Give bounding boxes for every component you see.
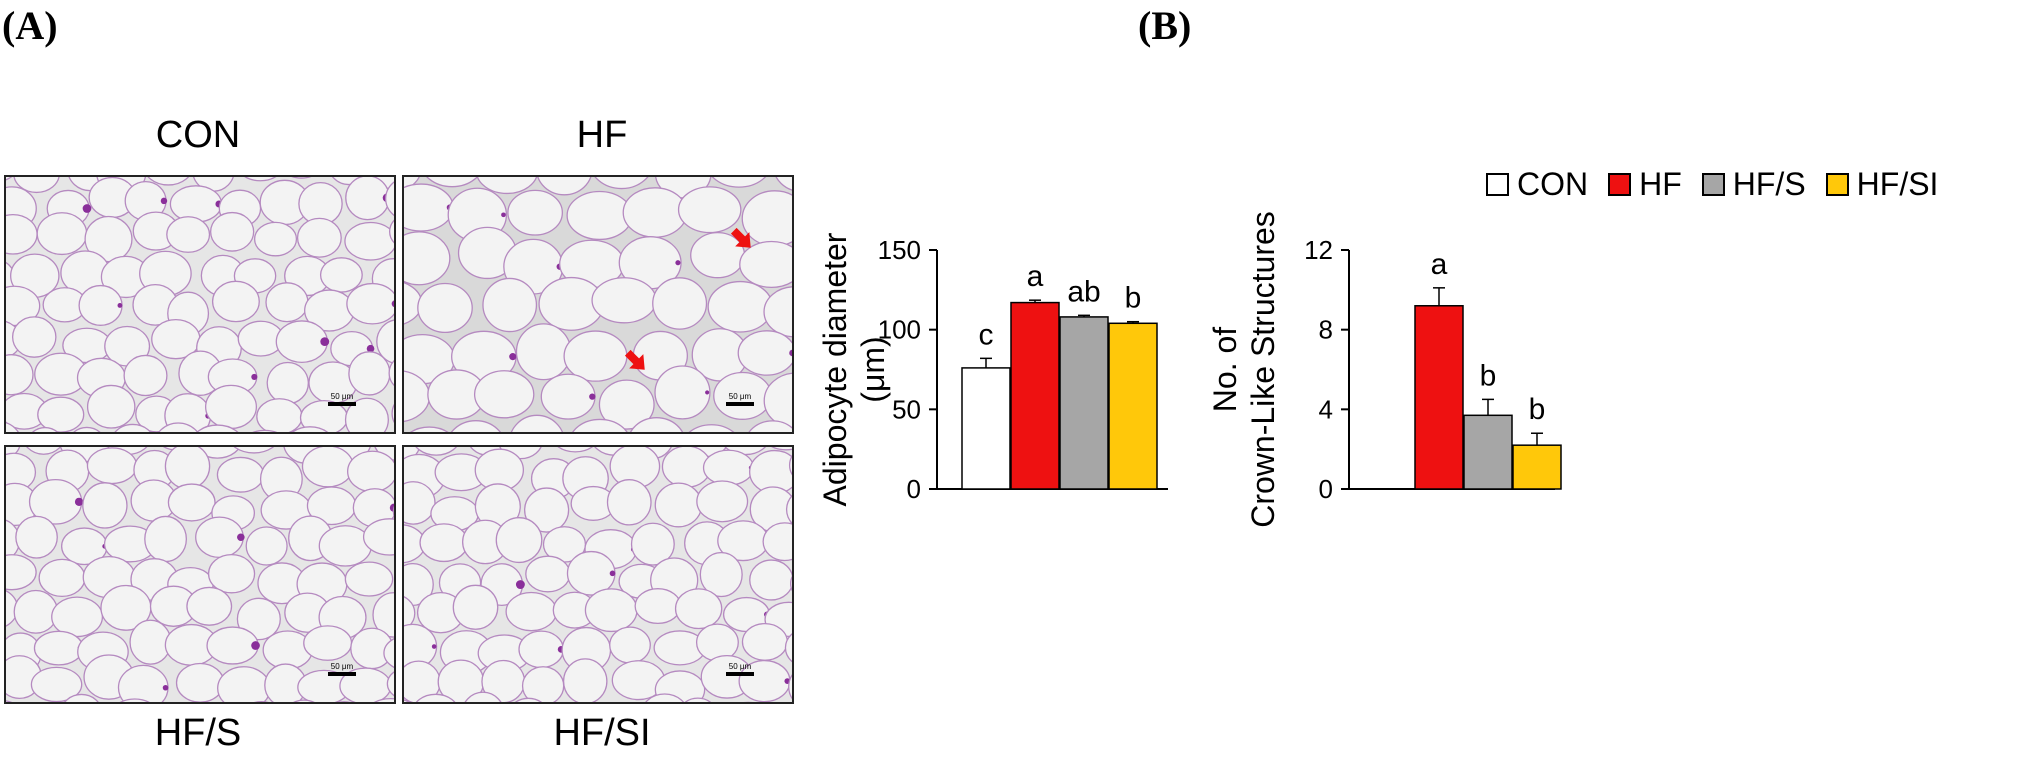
micrograph-title-hf-s: HF/S (154, 712, 242, 754)
scale-bar: 50 μm (328, 392, 356, 406)
red-arrow-icon (624, 349, 645, 370)
y-tick-label: 150 (878, 235, 921, 265)
legend-label: HF (1639, 166, 1682, 202)
legend: CON HF HF/S HF/SI (1486, 166, 1958, 203)
y-tick-label: 4 (1319, 394, 1333, 424)
scale-bar: 50 μm (726, 662, 754, 676)
y-tick-label: 0 (907, 474, 921, 504)
legend-swatch (1701, 173, 1725, 196)
legend-swatch (1825, 173, 1849, 196)
bar-hf (1010, 301, 1060, 490)
micrograph-title-hf-si: HF/SI (553, 712, 651, 754)
significance-letter: a (1431, 248, 1448, 281)
y-tick-label: 8 (1319, 315, 1333, 345)
bar-hf-si (1512, 444, 1562, 490)
legend-swatch (1486, 173, 1509, 196)
scale-bar: 50 μm (328, 662, 356, 676)
bar-hf-s (1463, 414, 1513, 490)
bar-hf-si (1108, 322, 1158, 490)
legend-item-hf-s: HF/S (1701, 166, 1806, 203)
bar-con (961, 367, 1011, 490)
legend-item-hf-si: HF/SI (1825, 166, 1939, 203)
panel-label-a: (A) (2, 3, 58, 48)
bar-chart-2: 0 4 8 12 No. ofCrown-Like Structures a bb (1207, 211, 1562, 528)
significance-letter: b (1125, 282, 1142, 315)
significance-letter: a (1027, 260, 1044, 293)
y-tick-label: 50 (892, 394, 921, 424)
red-arrow-icon (730, 227, 751, 248)
panel-label-b: (B) (1138, 3, 1192, 48)
significance-letter: b (1480, 359, 1497, 392)
y-axis-label: Adipocyte diameter(μm) (817, 232, 891, 506)
significance-letter: ab (1067, 275, 1100, 308)
scale-bar: 50 μm (726, 392, 754, 406)
legend-label: HF/S (1732, 166, 1806, 202)
y-axis-label: No. ofCrown-Like Structures (1207, 211, 1281, 528)
micrograph-hf-s: 50 μm (4, 445, 396, 704)
legend-item-hf: HF (1608, 166, 1682, 203)
legend-label: HF/SI (1856, 166, 1939, 202)
micrograph-hf-si: 50 μm (402, 445, 794, 704)
legend-label: CON (1517, 166, 1589, 202)
y-tick-label: 100 (878, 315, 921, 345)
legend-swatch (1608, 173, 1632, 196)
significance-letter: c (979, 318, 994, 351)
bar-hf (1414, 305, 1464, 490)
micrograph-title-con: CON (155, 114, 241, 156)
y-tick-label: 12 (1304, 235, 1333, 265)
y-tick-label: 0 (1319, 474, 1333, 504)
micrograph-title-hf: HF (576, 114, 628, 156)
legend-item-con: CON (1486, 166, 1588, 203)
significance-letter: b (1529, 393, 1546, 426)
micrograph-con: 50 μm (4, 175, 396, 434)
micrograph-hf: 50 μm (402, 175, 794, 434)
bar-hf-s (1059, 316, 1109, 490)
